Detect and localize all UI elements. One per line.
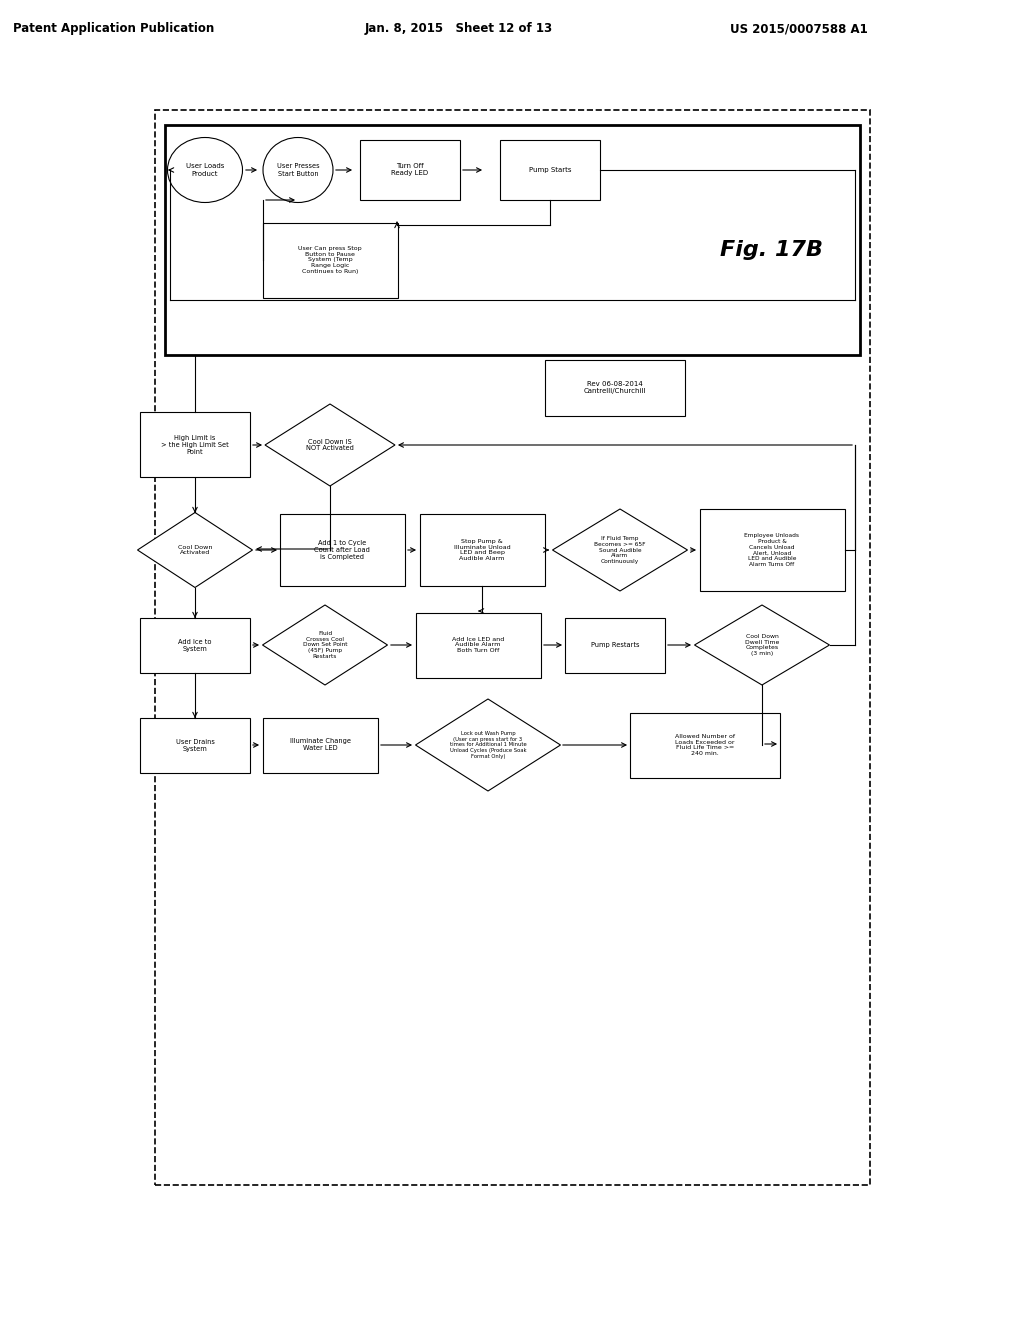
Polygon shape <box>137 512 253 587</box>
Text: User Can press Stop
Button to Pause
System (Temp
Range Logic
Continues to Run): User Can press Stop Button to Pause Syst… <box>298 246 361 275</box>
Text: If Fluid Temp
Becomes >= 65F
Sound Audible
Alarm
Continuously: If Fluid Temp Becomes >= 65F Sound Audib… <box>594 536 646 564</box>
Polygon shape <box>416 700 560 791</box>
Text: Allowed Number of
Loads Exceeded or
Fluid Life Time >=
240 min.: Allowed Number of Loads Exceeded or Flui… <box>675 734 735 756</box>
FancyBboxPatch shape <box>360 140 460 201</box>
Polygon shape <box>553 510 687 591</box>
Text: Cool Down
Dwell Time
Completes
(3 min): Cool Down Dwell Time Completes (3 min) <box>744 634 779 656</box>
FancyBboxPatch shape <box>155 110 870 1185</box>
Text: Pump Starts: Pump Starts <box>528 168 571 173</box>
Text: Rev 06-08-2014
Cantrelli/Churchill: Rev 06-08-2014 Cantrelli/Churchill <box>584 381 646 395</box>
Polygon shape <box>262 605 387 685</box>
FancyBboxPatch shape <box>545 360 685 416</box>
FancyBboxPatch shape <box>262 718 378 772</box>
Text: User Drains
System: User Drains System <box>175 738 214 751</box>
Polygon shape <box>694 605 829 685</box>
FancyBboxPatch shape <box>140 412 250 478</box>
FancyBboxPatch shape <box>262 223 397 297</box>
Text: Lock out Wash Pump
(User can press start for 3
times for Additional 1 Minute
Unl: Lock out Wash Pump (User can press start… <box>450 731 526 759</box>
Text: Jan. 8, 2015   Sheet 12 of 13: Jan. 8, 2015 Sheet 12 of 13 <box>365 22 553 36</box>
FancyBboxPatch shape <box>280 513 404 586</box>
FancyBboxPatch shape <box>500 140 600 201</box>
Text: User Presses
Start Button: User Presses Start Button <box>276 164 319 177</box>
FancyBboxPatch shape <box>699 510 845 591</box>
FancyBboxPatch shape <box>165 125 860 355</box>
Polygon shape <box>265 404 395 486</box>
Text: Employee Unloads
Product &
Cancels Unload
Alert, Unload
LED and Audible
Alarm Tu: Employee Unloads Product & Cancels Unloa… <box>744 533 800 568</box>
Text: Fig. 17B: Fig. 17B <box>720 240 823 260</box>
Text: US 2015/0007588 A1: US 2015/0007588 A1 <box>730 22 867 36</box>
Text: Pump Restarts: Pump Restarts <box>591 642 639 648</box>
Text: Turn Off
Ready LED: Turn Off Ready LED <box>391 164 429 177</box>
Text: User Loads
Product: User Loads Product <box>185 164 224 177</box>
Text: Illuminate Change
Water LED: Illuminate Change Water LED <box>290 738 350 751</box>
Text: Add 1 to Cycle
Count after Load
is Completed: Add 1 to Cycle Count after Load is Compl… <box>314 540 370 560</box>
FancyBboxPatch shape <box>416 612 541 677</box>
Text: Stop Pump &
Illuminate Unload
LED and Beep
Audible Alarm: Stop Pump & Illuminate Unload LED and Be… <box>454 539 510 561</box>
Text: Fluid
Crosses Cool
Down Set Point
(45F) Pump
Restarts: Fluid Crosses Cool Down Set Point (45F) … <box>303 631 347 659</box>
FancyBboxPatch shape <box>140 718 250 772</box>
FancyBboxPatch shape <box>420 513 545 586</box>
Text: Cool Down
Activated: Cool Down Activated <box>178 545 212 556</box>
Text: Add Ice to
System: Add Ice to System <box>178 639 212 652</box>
Text: Patent Application Publication: Patent Application Publication <box>13 22 214 36</box>
Text: Cool Down IS
NOT Activated: Cool Down IS NOT Activated <box>306 438 354 451</box>
FancyBboxPatch shape <box>630 713 780 777</box>
FancyBboxPatch shape <box>140 618 250 672</box>
Text: High Limit is
> the High Limit Set
Point: High Limit is > the High Limit Set Point <box>161 436 229 455</box>
FancyBboxPatch shape <box>565 618 665 672</box>
Ellipse shape <box>263 137 333 202</box>
Ellipse shape <box>168 137 243 202</box>
Text: Add Ice LED and
Audible Alarm
Both Turn Off: Add Ice LED and Audible Alarm Both Turn … <box>452 636 504 653</box>
